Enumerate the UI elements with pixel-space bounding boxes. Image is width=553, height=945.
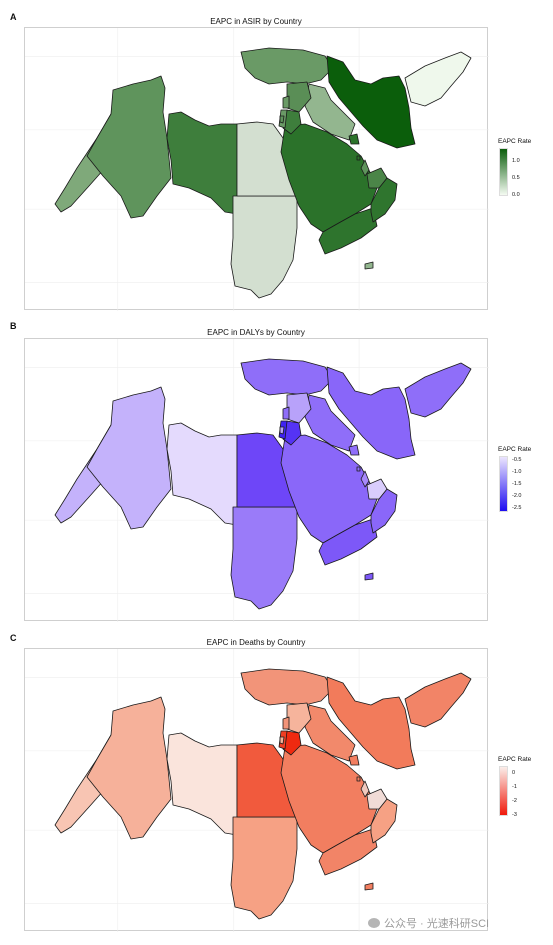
legend-tick: -0.5	[512, 457, 522, 463]
map-plot-area	[24, 338, 489, 622]
choropleth-map	[25, 28, 489, 311]
country-afghanistan	[404, 51, 472, 107]
panel-letter: A	[10, 12, 17, 22]
map-title: EAPC in ASIR by Country	[210, 17, 302, 26]
panel-c: C EAPC in Deaths by Country EAPC Rate 0 …	[0, 628, 553, 945]
country-algeria	[86, 75, 172, 219]
country-lebanon	[282, 406, 290, 420]
country-libya	[166, 111, 238, 215]
legend-tick: 1.0	[512, 158, 520, 164]
country-algeria	[86, 696, 172, 840]
panel-letter: C	[10, 633, 17, 643]
country-yemen	[318, 207, 378, 255]
country-kuwait	[348, 444, 360, 456]
country-turkey	[240, 358, 334, 396]
legend-title: EAPC Rate	[498, 756, 532, 763]
map-title: EAPC in Deaths by Country	[206, 638, 306, 647]
country-iran	[326, 366, 416, 460]
country-uae	[366, 167, 388, 189]
legend-tick: 0	[512, 770, 516, 776]
country-turkey	[240, 47, 334, 85]
country-algeria	[86, 386, 172, 530]
map-legend: EAPC Rate 1.0 0.5 0.0	[498, 138, 553, 198]
legend-colorbar	[499, 148, 508, 196]
map-plot-area	[24, 27, 489, 311]
country-bahrain	[356, 155, 361, 161]
country-somalia	[364, 882, 374, 891]
legend-tick: -1.5	[512, 481, 522, 487]
legend-tick: -1	[512, 784, 517, 790]
country-somalia	[364, 261, 374, 270]
country-saudi-arabia	[280, 123, 378, 233]
country-iraq	[304, 704, 356, 762]
country-afghanistan	[404, 672, 472, 728]
country-yemen	[318, 518, 378, 566]
country-kuwait	[348, 754, 360, 766]
panel-a: A EAPC in ASIR by Country EAPC Rate 1.0 …	[0, 0, 553, 315]
map-title: EAPC in DALYs by Country	[207, 328, 305, 337]
country-sudan	[230, 195, 298, 299]
country-sudan	[230, 816, 298, 920]
country-iraq	[304, 394, 356, 452]
legend-tick: 0.5	[512, 175, 520, 181]
wechat-icon	[368, 918, 380, 928]
legend-tick: 0.0	[512, 192, 520, 198]
country-qatar	[360, 780, 370, 798]
panel-letter: B	[10, 321, 17, 331]
country-uae	[366, 788, 388, 810]
country-qatar	[360, 470, 370, 488]
country-iran	[326, 676, 416, 770]
legend-colorbar	[499, 766, 508, 816]
legend-tick: -3	[512, 812, 517, 818]
legend-title: EAPC Rate	[498, 446, 532, 453]
watermark: 公众号 · 光速科研SCI	[368, 915, 489, 931]
country-bahrain	[356, 466, 361, 472]
country-bahrain	[356, 776, 361, 782]
country-afghanistan	[404, 362, 472, 418]
choropleth-map	[25, 339, 489, 622]
country-saudi-arabia	[280, 744, 378, 854]
legend-title: EAPC Rate	[498, 138, 532, 145]
country-lebanon	[282, 716, 290, 730]
country-palestine	[279, 736, 285, 745]
country-kuwait	[348, 133, 360, 145]
country-uae	[366, 478, 388, 500]
country-palestine	[279, 115, 285, 124]
watermark-text: 公众号 · 光速科研SCI	[384, 918, 490, 930]
legend-tick: -2.0	[512, 493, 522, 499]
country-libya	[166, 732, 238, 836]
legend-tick: -2	[512, 798, 517, 804]
country-saudi-arabia	[280, 434, 378, 544]
map-legend: EAPC Rate 0 -1 -2 -3	[498, 756, 553, 818]
country-iran	[326, 55, 416, 149]
country-libya	[166, 422, 238, 526]
country-iraq	[304, 83, 356, 141]
map-plot-area	[24, 648, 489, 932]
legend-colorbar	[499, 456, 508, 512]
country-turkey	[240, 668, 334, 706]
legend-tick: -2.5	[512, 505, 522, 511]
map-legend: EAPC Rate -0.5 -1.0 -1.5 -2.0 -2.5	[498, 446, 553, 512]
legend-tick: -1.0	[512, 469, 522, 475]
country-lebanon	[282, 95, 290, 109]
country-somalia	[364, 572, 374, 581]
choropleth-map	[25, 649, 489, 932]
country-yemen	[318, 828, 378, 876]
country-palestine	[279, 426, 285, 435]
country-sudan	[230, 506, 298, 610]
panel-b: B EAPC in DALYs by Country EAPC Rate -0.…	[0, 318, 553, 628]
country-qatar	[360, 159, 370, 177]
